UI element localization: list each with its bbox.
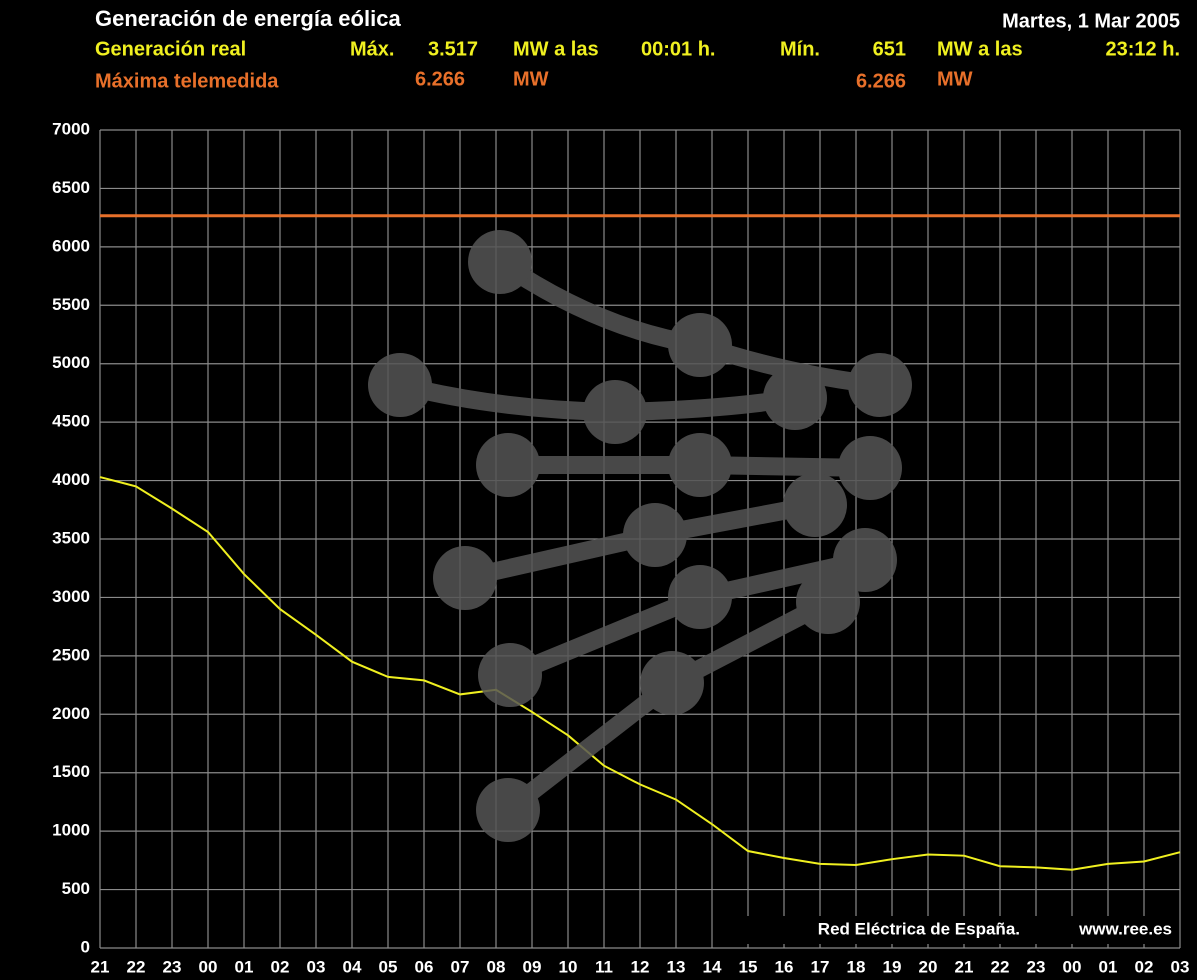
stat-unit: MW a las — [937, 38, 1023, 60]
stat-time: 00:01 h. — [641, 38, 715, 60]
stat-label: Máx. — [350, 38, 394, 60]
y-tick-label: 5000 — [52, 353, 90, 372]
stat-time: 23:12 h. — [1106, 38, 1180, 60]
y-tick-label: 1500 — [52, 762, 90, 781]
y-tick-label: 2500 — [52, 645, 90, 664]
legend-entry: Máxima telemedida — [95, 70, 279, 92]
y-tick-label: 4000 — [52, 470, 90, 489]
x-tick-label: 06 — [415, 957, 434, 976]
x-tick-label: 07 — [451, 957, 470, 976]
y-tick-label: 6000 — [52, 236, 90, 255]
chart-title: Generación de energía eólica — [95, 6, 401, 31]
x-tick-label: 03 — [307, 957, 326, 976]
x-tick-label: 10 — [559, 957, 578, 976]
x-tick-label: 13 — [667, 957, 686, 976]
y-tick-label: 500 — [62, 879, 90, 898]
y-tick-label: 7000 — [52, 119, 90, 138]
y-tick-label: 0 — [81, 937, 90, 956]
source-bg — [730, 916, 1178, 944]
reference-value: 6.266 — [856, 70, 906, 92]
x-tick-label: 00 — [199, 957, 218, 976]
stat-value: 3.517 — [428, 38, 478, 60]
y-tick-label: 4500 — [52, 412, 90, 431]
x-tick-label: 01 — [1099, 957, 1118, 976]
legend-entry: Generación real — [95, 38, 246, 60]
x-tick-label: 05 — [379, 957, 398, 976]
stat-value: 651 — [873, 38, 906, 60]
x-tick-label: 12 — [631, 957, 650, 976]
stat-unit: MW a las — [513, 38, 599, 60]
x-tick-label: 22 — [127, 957, 146, 976]
x-tick-label: 23 — [163, 957, 182, 976]
x-tick-label: 20 — [919, 957, 938, 976]
x-tick-label: 14 — [703, 957, 722, 976]
source: Red Eléctrica de España. — [818, 919, 1020, 938]
x-tick-label: 22 — [991, 957, 1010, 976]
reference-value: 6.266 — [415, 68, 465, 90]
reference-unit: MW — [937, 68, 973, 90]
x-tick-label: 04 — [343, 957, 362, 976]
x-tick-label: 02 — [1135, 957, 1154, 976]
y-tick-label: 1000 — [52, 821, 90, 840]
x-tick-label: 21 — [91, 957, 110, 976]
x-tick-label: 23 — [1027, 957, 1046, 976]
reference-unit: MW — [513, 68, 549, 90]
watermark — [368, 230, 912, 842]
y-tick-label: 6500 — [52, 178, 90, 197]
x-tick-label: 18 — [847, 957, 866, 976]
x-tick-label: 01 — [235, 957, 254, 976]
y-tick-label: 2000 — [52, 704, 90, 723]
x-tick-label: 16 — [775, 957, 794, 976]
x-tick-label: 00 — [1063, 957, 1082, 976]
x-tick-label: 19 — [883, 957, 902, 976]
stat-label: Mín. — [780, 38, 820, 60]
x-tick-label: 09 — [523, 957, 542, 976]
date: Martes, 1 Mar 2005 — [1002, 10, 1180, 32]
y-tick-label: 5500 — [52, 295, 90, 314]
x-tick-label: 15 — [739, 957, 758, 976]
data-line — [99, 476, 1181, 871]
source-url: www.ree.es — [1078, 919, 1172, 938]
x-tick-label: 02 — [271, 957, 290, 976]
x-tick-label: 21 — [955, 957, 974, 976]
y-tick-label: 3500 — [52, 528, 90, 547]
x-tick-label: 03 — [1171, 957, 1190, 976]
x-tick-label: 08 — [487, 957, 506, 976]
x-tick-label: 17 — [811, 957, 830, 976]
y-tick-label: 3000 — [52, 587, 90, 606]
x-tick-label: 11 — [595, 957, 613, 976]
